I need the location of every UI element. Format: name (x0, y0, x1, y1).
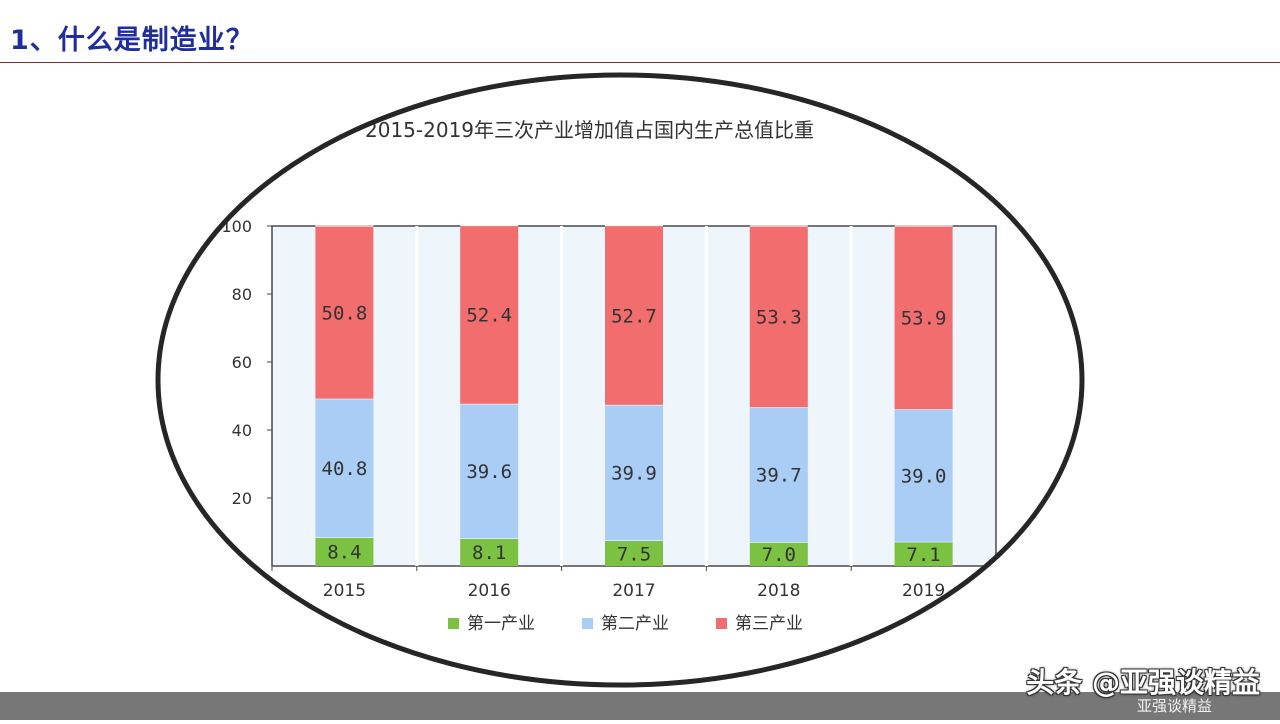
data-label: 53.9 (901, 308, 947, 330)
legend-label: 第二产业 (601, 614, 669, 634)
footer-text: 亚强谈精益 (1136, 697, 1212, 715)
y-tick-label: 80 (232, 285, 252, 304)
data-label: 39.6 (466, 461, 512, 483)
y-tick-label: 100 (221, 217, 252, 236)
ellipse-highlight (155, 72, 1085, 688)
data-label: 52.4 (466, 305, 512, 327)
data-label: 7.0 (762, 544, 796, 566)
legend-swatch (582, 618, 593, 629)
data-label: 39.9 (611, 463, 657, 485)
data-label: 52.7 (611, 305, 657, 327)
watermark: 头条 @亚强谈精益 (1026, 666, 1260, 699)
bar-segment (460, 403, 519, 539)
bars-group: 8.4 40.8 50.8 8.1 39.6 52.4 7.5 39.9 52.7 7.0 39.7… (315, 225, 953, 566)
bar-segment (605, 404, 663, 541)
x-tick-label: 2019 (902, 581, 945, 601)
bar-segment (315, 226, 374, 399)
bar-segment (460, 225, 519, 404)
legend: 第一产业 第二产业 第三产业 (448, 614, 803, 634)
data-label: 53.3 (756, 307, 802, 329)
bar-segment (894, 409, 953, 542)
chart-title: 2015-2019年三次产业增加值占国内生产总值比重 (365, 118, 814, 142)
legend-swatch (448, 618, 459, 629)
bar-segment (749, 407, 808, 543)
bar-segment (894, 226, 953, 410)
x-tick-label: 2015 (323, 581, 366, 601)
legend-label: 第三产业 (735, 614, 803, 634)
data-label: 39.7 (756, 465, 802, 487)
footer-bar (0, 692, 1280, 720)
bar-segment (749, 542, 808, 566)
bar-segment (605, 225, 663, 405)
x-axis-ticks: 2015 2016 2017 2018 2019 (271, 566, 945, 601)
y-axis-ticks: 20 40 60 80 100 (221, 217, 272, 508)
data-label: 8.4 (327, 542, 361, 564)
data-label: 7.1 (906, 544, 940, 566)
slide-title: 1、什么是制造业？ (10, 25, 254, 56)
y-tick-label: 60 (232, 353, 252, 372)
y-tick-label: 40 (232, 421, 252, 440)
x-tick-label: 2016 (468, 581, 511, 601)
legend-swatch (716, 618, 727, 629)
data-label: 50.8 (322, 302, 368, 324)
bar-segment (605, 540, 663, 566)
chart-clip-group: 2015-2019年三次产业增加值占国内生产总值比重 8.440.850.88.… (221, 118, 997, 634)
x-tick-label: 2018 (757, 581, 800, 601)
title-divider (0, 62, 1280, 63)
data-label: 8.1 (472, 542, 506, 564)
data-label: 40.8 (322, 458, 368, 480)
bar-segment (315, 398, 374, 538)
bar-segment (894, 541, 953, 566)
bar-segment (749, 226, 808, 408)
legend-label: 第一产业 (467, 614, 535, 634)
bar-segment (315, 537, 374, 566)
data-label: 7.5 (617, 543, 651, 565)
x-tick-label: 2017 (612, 581, 655, 601)
data-label: 39.0 (901, 466, 947, 488)
y-tick-label: 20 (232, 489, 252, 508)
grid-lines (415, 226, 853, 566)
bar-segment (460, 538, 519, 566)
